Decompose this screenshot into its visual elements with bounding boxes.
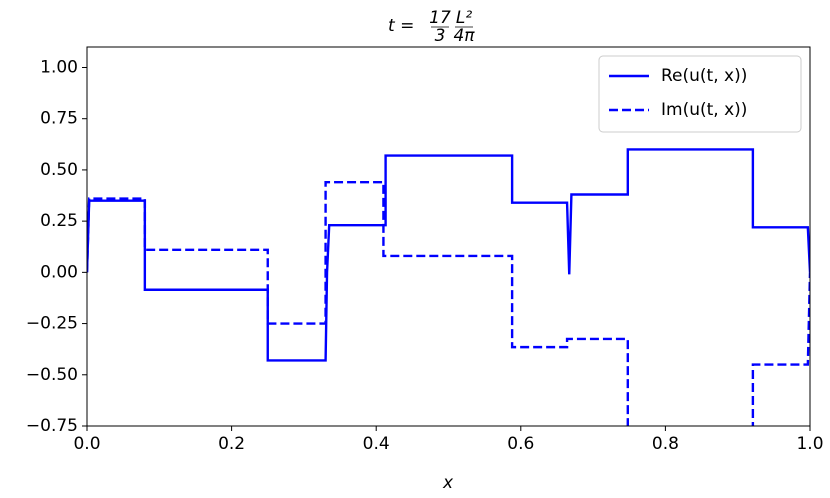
title-numerator: L² xyxy=(456,8,472,28)
plot-frame xyxy=(86,46,811,427)
y-tick-label: 0.50 xyxy=(40,160,78,180)
legend-box xyxy=(598,55,802,133)
legend-label: Im(u(t, x)) xyxy=(661,100,747,120)
title-numerator: 17 xyxy=(429,8,451,28)
y-tick-label: −0.25 xyxy=(26,314,78,334)
y-tick-label: 0.00 xyxy=(40,262,78,282)
x-tick-label: 0.2 xyxy=(218,434,245,454)
title-denominator: 4π xyxy=(453,26,475,46)
data-line xyxy=(87,181,810,426)
title-lhs: t = xyxy=(388,16,414,36)
title-denominator: 3 xyxy=(435,26,446,46)
x-tick-label: 0.0 xyxy=(73,434,100,454)
x-tick-label: 1.0 xyxy=(796,434,823,454)
y-tick-label: −0.75 xyxy=(26,416,78,436)
y-tick-label: −0.50 xyxy=(26,365,78,385)
legend-label: Re(u(t, x)) xyxy=(661,66,747,86)
data-line xyxy=(87,148,810,362)
y-tick-label: 0.75 xyxy=(40,109,78,129)
x-tick-label: 0.8 xyxy=(652,434,679,454)
x-tick-label: 0.4 xyxy=(363,434,390,454)
x-axis-label: x xyxy=(442,473,454,493)
y-tick-label: 0.25 xyxy=(40,211,78,231)
x-tick-label: 0.6 xyxy=(507,434,534,454)
y-tick-label: 1.00 xyxy=(40,57,78,77)
